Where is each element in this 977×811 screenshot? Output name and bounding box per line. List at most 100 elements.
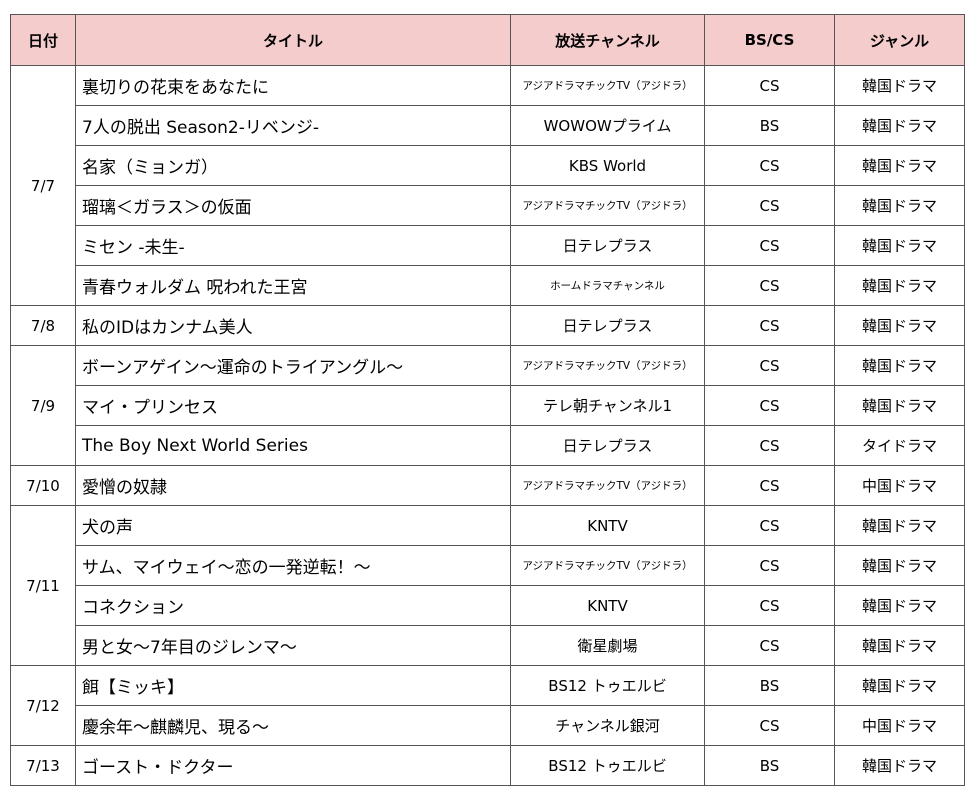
genre-cell: 韓国ドラマ bbox=[834, 105, 965, 146]
title-cell: 慶余年～麒麟児、現る～ bbox=[75, 705, 511, 746]
table-row: サム、マイウェイ～恋の一発逆転！～ アジアドラマチックTV（アジドラ） CS 韓国ドラ… bbox=[11, 545, 965, 586]
bscs-cell: CS bbox=[704, 425, 835, 466]
bscs-cell: CS bbox=[704, 145, 835, 186]
table-row: 7/12 餌【ミッキ】 BS12 トゥエルビ BS 韓国ドラマ bbox=[10, 665, 965, 746]
channel-cell: WOWOWプライム bbox=[510, 105, 705, 146]
genre-cell: 韓国ドラマ bbox=[834, 545, 965, 586]
date-cell: 7/13 bbox=[10, 745, 76, 786]
title-cell: 瑠璃＜ガラス＞の仮面 bbox=[75, 185, 511, 226]
header-title: タイトル bbox=[75, 14, 511, 66]
bscs-cell: BS bbox=[704, 745, 835, 786]
bscs-cell: CS bbox=[704, 385, 835, 426]
bscs-cell: CS bbox=[704, 705, 835, 746]
channel-cell: ホームドラマチャンネル bbox=[510, 265, 705, 306]
table-row: ミセン -未生- 日テレプラス CS 韓国ドラマ bbox=[11, 225, 965, 266]
genre-cell: 韓国ドラマ bbox=[834, 745, 965, 786]
table-row: 7/13 ゴースト・ドクター BS12 トゥエルビ BS 韓国ドラマ bbox=[10, 745, 965, 786]
bscs-cell: CS bbox=[704, 225, 835, 266]
table-row: マイ・プリンセス テレ朝チャンネル1 CS 韓国ドラマ bbox=[11, 385, 965, 426]
table-row: 名家（ミョンガ） KBS World CS 韓国ドラマ bbox=[11, 145, 965, 186]
channel-cell: 日テレプラス bbox=[510, 425, 705, 466]
channel-cell: KNTV bbox=[510, 585, 705, 626]
title-cell: 私のIDはカンナム美人 bbox=[75, 305, 511, 346]
title-cell: 7人の脱出 Season2-リベンジ- bbox=[75, 105, 511, 146]
bscs-cell: CS bbox=[704, 505, 835, 546]
date-cell: 7/10 bbox=[10, 465, 76, 506]
genre-cell: 韓国ドラマ bbox=[834, 345, 965, 386]
table-row: 7人の脱出 Season2-リベンジ- WOWOWプライム BS 韓国ドラマ bbox=[11, 105, 965, 146]
channel-cell: BS12 トゥエルビ bbox=[510, 745, 705, 786]
genre-cell: 韓国ドラマ bbox=[834, 385, 965, 426]
channel-cell: 日テレプラス bbox=[510, 225, 705, 266]
title-cell: The Boy Next World Series bbox=[75, 425, 511, 466]
bscs-cell: CS bbox=[704, 305, 835, 346]
bscs-cell: CS bbox=[704, 185, 835, 226]
bscs-cell: CS bbox=[704, 585, 835, 626]
genre-cell: 中国ドラマ bbox=[834, 705, 965, 746]
genre-cell: 韓国ドラマ bbox=[834, 665, 965, 706]
channel-cell: アジアドラマチックTV（アジドラ） bbox=[510, 345, 705, 386]
genre-cell: 韓国ドラマ bbox=[834, 585, 965, 626]
header-channel: 放送チャンネル bbox=[510, 14, 705, 66]
genre-cell: 韓国ドラマ bbox=[834, 505, 965, 546]
title-cell: ミセン -未生- bbox=[75, 225, 511, 266]
date-cell: 7/12 bbox=[10, 665, 76, 746]
title-cell: 青春ウォルダム 呪われた王宮 bbox=[75, 265, 511, 306]
table-row: 7/11 犬の声 KNTV CS 韓国ドラマ bbox=[10, 505, 965, 666]
genre-cell: タイドラマ bbox=[834, 425, 965, 466]
date-cell: 7/11 bbox=[10, 505, 76, 666]
bscs-cell: CS bbox=[704, 625, 835, 666]
header-genre: ジャンル bbox=[834, 14, 965, 66]
broadcast-schedule-table: 日付 タイトル 放送チャンネル BS/CS ジャンル 7/7 裏切りの花束をあなた… bbox=[10, 14, 965, 786]
table-row: 瑠璃＜ガラス＞の仮面 アジアドラマチックTV（アジドラ） CS 韓国ドラマ bbox=[11, 185, 965, 226]
bscs-cell: CS bbox=[704, 265, 835, 306]
title-cell: 男と女～7年目のジレンマ～ bbox=[75, 625, 511, 666]
title-cell: 裏切りの花束をあなたに bbox=[75, 65, 511, 106]
title-cell: ボーンアゲイン～運命のトライアングル～ bbox=[75, 345, 511, 386]
genre-cell: 韓国ドラマ bbox=[834, 65, 965, 106]
title-cell: 名家（ミョンガ） bbox=[75, 145, 511, 186]
bscs-cell: CS bbox=[704, 345, 835, 386]
genre-cell: 韓国ドラマ bbox=[834, 625, 965, 666]
genre-cell: 中国ドラマ bbox=[834, 465, 965, 506]
title-cell: 愛憎の奴隷 bbox=[75, 465, 511, 506]
channel-cell: アジアドラマチックTV（アジドラ） bbox=[510, 185, 705, 226]
channel-cell: BS12 トゥエルビ bbox=[510, 665, 705, 706]
header-date: 日付 bbox=[10, 14, 76, 66]
bscs-cell: CS bbox=[704, 65, 835, 106]
bscs-cell: CS bbox=[704, 545, 835, 586]
channel-cell: アジアドラマチックTV（アジドラ） bbox=[510, 465, 705, 506]
header-row: 日付 タイトル 放送チャンネル BS/CS ジャンル bbox=[10, 14, 965, 66]
channel-cell: 日テレプラス bbox=[510, 305, 705, 346]
table-header: 日付 タイトル 放送チャンネル BS/CS ジャンル bbox=[10, 14, 965, 66]
genre-cell: 韓国ドラマ bbox=[834, 185, 965, 226]
bscs-cell: BS bbox=[704, 665, 835, 706]
channel-cell: KNTV bbox=[510, 505, 705, 546]
title-cell: マイ・プリンセス bbox=[75, 385, 511, 426]
title-cell: 餌【ミッキ】 bbox=[75, 665, 511, 706]
channel-cell: テレ朝チャンネル1 bbox=[510, 385, 705, 426]
table-row: 7/10 愛憎の奴隷 アジアドラマチックTV（アジドラ） CS 中国ドラマ bbox=[10, 465, 965, 506]
table-row: The Boy Next World Series 日テレプラス CS タイドラマ bbox=[11, 425, 965, 466]
channel-cell: 衛星劇場 bbox=[510, 625, 705, 666]
table-row: 7/8 私のIDはカンナム美人 日テレプラス CS 韓国ドラマ bbox=[10, 305, 965, 346]
table-row: 慶余年～麒麟児、現る～ チャンネル銀河 CS 中国ドラマ bbox=[11, 705, 965, 746]
header-bscs: BS/CS bbox=[704, 14, 835, 66]
date-cell: 7/7 bbox=[10, 65, 76, 306]
table-row: 7/7 裏切りの花束をあなたに アジアドラマチックTV（アジドラ） CS 韓国ドラマ bbox=[10, 65, 965, 306]
table-row: 青春ウォルダム 呪われた王宮 ホームドラマチャンネル CS 韓国ドラマ bbox=[11, 265, 965, 306]
title-cell: サム、マイウェイ～恋の一発逆転！～ bbox=[75, 545, 511, 586]
bscs-cell: BS bbox=[704, 105, 835, 146]
genre-cell: 韓国ドラマ bbox=[834, 265, 965, 306]
channel-cell: KBS World bbox=[510, 145, 705, 186]
channel-cell: チャンネル銀河 bbox=[510, 705, 705, 746]
bscs-cell: CS bbox=[704, 465, 835, 506]
date-cell: 7/9 bbox=[10, 345, 76, 466]
table-row: 男と女～7年目のジレンマ～ 衛星劇場 CS 韓国ドラマ bbox=[11, 625, 965, 666]
channel-cell: アジアドラマチックTV（アジドラ） bbox=[510, 545, 705, 586]
table-row: 7/9 ボーンアゲイン～運命のトライアングル～ アジアドラマチックTV（アジドラ） C… bbox=[10, 345, 965, 466]
title-cell: 犬の声 bbox=[75, 505, 511, 546]
genre-cell: 韓国ドラマ bbox=[834, 305, 965, 346]
date-cell: 7/8 bbox=[10, 305, 76, 346]
channel-cell: アジアドラマチックTV（アジドラ） bbox=[510, 65, 705, 106]
